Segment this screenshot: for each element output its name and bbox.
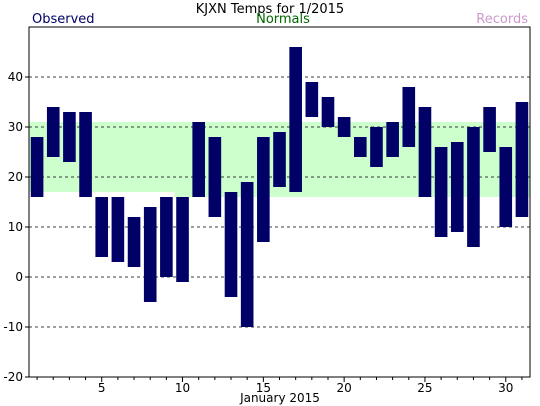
- bar-day-13: [224, 192, 238, 297]
- plot-area: -20 -10 0 10 20 30 40 5 10 15 20 25 30: [3, 26, 531, 395]
- bar-day-5: [95, 197, 109, 257]
- x-tick-label-15: 15: [256, 381, 271, 395]
- bar-day-2: [46, 107, 60, 157]
- bar-day-20: [337, 117, 351, 137]
- bar-day-23: [386, 122, 399, 157]
- legend-observed: Observed: [32, 12, 95, 27]
- bar-day-11: [192, 122, 205, 197]
- x-tick-label-30: 30: [498, 381, 513, 395]
- bar-day-8: [143, 207, 157, 302]
- bar-day-14: [240, 182, 254, 327]
- chart-title: KJXN Temps for 1/2015: [196, 2, 344, 17]
- bar-day-12: [208, 137, 222, 217]
- bar-day-16: [273, 132, 286, 187]
- bar-day-21: [354, 137, 367, 157]
- bar-day-1: [30, 137, 44, 197]
- y-tick-label-20: 20: [8, 170, 23, 184]
- bar-day-7: [127, 217, 141, 267]
- bar-day-6: [111, 197, 125, 262]
- bar-day-24: [402, 87, 416, 147]
- y-tick-label-0: 0: [15, 270, 23, 284]
- y-tick-label--10: -10: [3, 320, 23, 334]
- y-tick-label-10: 10: [8, 220, 23, 234]
- bar-day-17: [289, 47, 302, 192]
- bar-day-26: [434, 147, 448, 237]
- bar-day-29: [483, 107, 496, 152]
- bar-day-3: [63, 112, 76, 162]
- x-tick-label-20: 20: [337, 381, 352, 395]
- bar-day-4: [79, 112, 92, 197]
- bar-day-27: [450, 142, 464, 232]
- x-tick-label-5: 5: [98, 381, 106, 395]
- bar-day-25: [418, 107, 432, 197]
- legend-normals: Normals: [256, 12, 310, 27]
- bar-day-28: [467, 127, 480, 247]
- bar-day-15: [257, 137, 270, 242]
- legend-records: Records: [476, 12, 528, 27]
- bar-day-30: [499, 147, 513, 227]
- y-tick-label-40: 40: [8, 70, 23, 84]
- bar-day-31: [515, 102, 529, 217]
- y-tick-label-30: 30: [8, 120, 23, 134]
- bar-day-10: [176, 197, 189, 282]
- x-tick-label-10: 10: [175, 381, 190, 395]
- x-tick-label-25: 25: [417, 381, 432, 395]
- bar-day-19: [321, 97, 335, 127]
- y-tick-label--20: -20: [3, 370, 23, 384]
- bar-day-18: [305, 82, 319, 117]
- bar-day-9: [160, 197, 173, 277]
- x-axis-label: January 2015: [239, 391, 320, 405]
- bar-day-22: [370, 127, 383, 167]
